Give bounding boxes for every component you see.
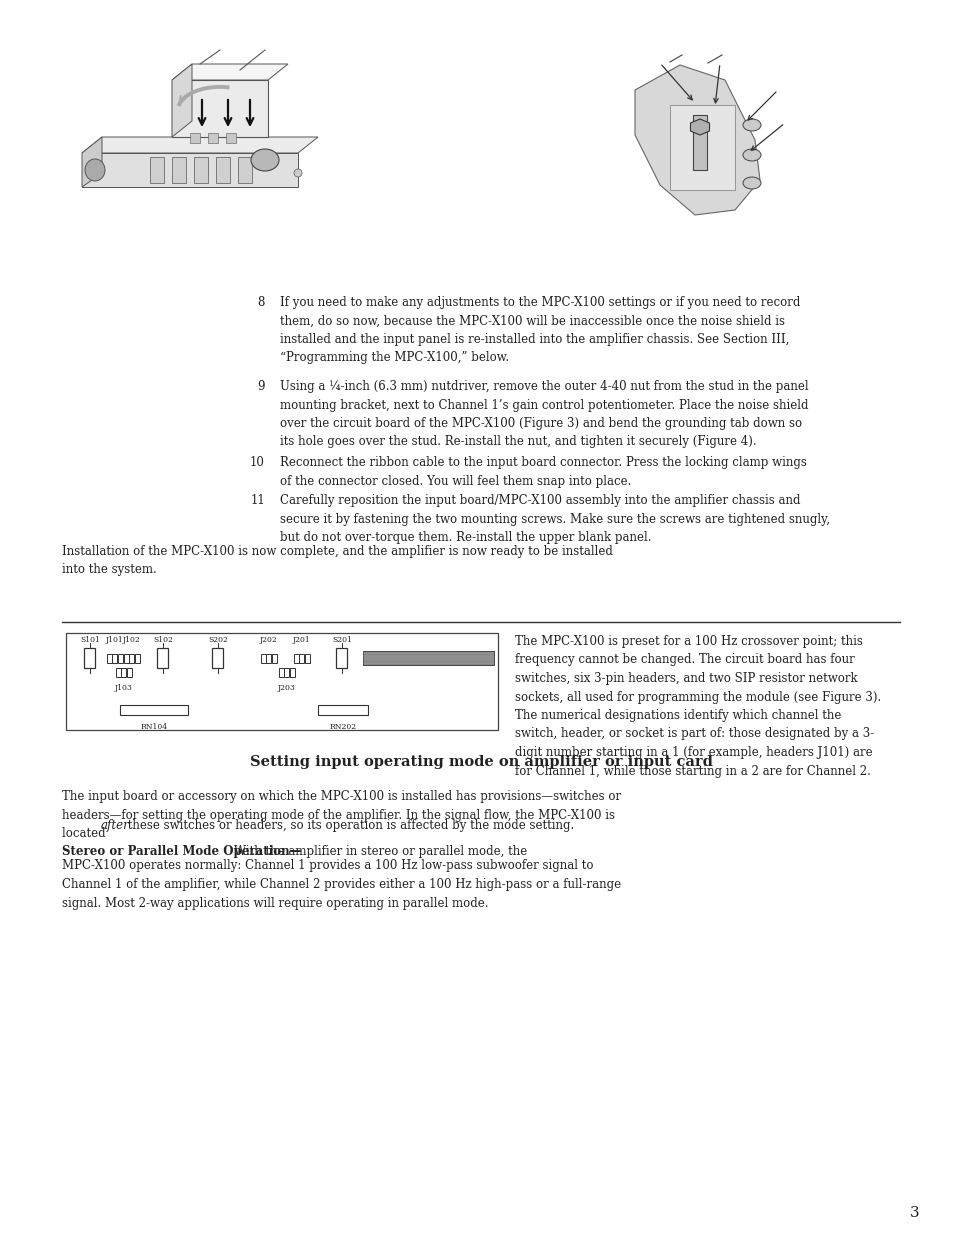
Text: S102: S102 xyxy=(152,636,172,643)
Bar xyxy=(121,667,127,677)
Polygon shape xyxy=(690,119,709,135)
Bar xyxy=(272,653,277,662)
Text: Setting input operating mode on amplifier or input card: Setting input operating mode on amplifie… xyxy=(250,755,712,769)
Bar xyxy=(363,651,494,664)
Polygon shape xyxy=(172,80,268,137)
Bar xyxy=(118,653,123,662)
Text: 3: 3 xyxy=(909,1207,919,1220)
Bar xyxy=(150,157,164,183)
Ellipse shape xyxy=(742,149,760,161)
Bar xyxy=(190,133,200,143)
Text: J103: J103 xyxy=(115,684,132,692)
Bar xyxy=(266,653,272,662)
Text: J102: J102 xyxy=(123,636,141,643)
Text: 8: 8 xyxy=(257,296,265,309)
Polygon shape xyxy=(82,137,102,186)
Ellipse shape xyxy=(85,159,105,182)
Text: With the amplifier in stereo or parallel mode, the: With the amplifier in stereo or parallel… xyxy=(233,845,526,858)
Text: J202: J202 xyxy=(260,636,277,643)
Text: Using a ¼-inch (6.3 mm) nutdriver, remove the outer 4-40 nut from the stud in th: Using a ¼-inch (6.3 mm) nutdriver, remov… xyxy=(280,380,808,448)
Text: If you need to make any adjustments to the MPC-X100 settings or if you need to r: If you need to make any adjustments to t… xyxy=(280,296,800,364)
Bar xyxy=(120,705,188,715)
Bar xyxy=(124,653,129,662)
Polygon shape xyxy=(82,137,317,153)
Text: J101: J101 xyxy=(106,636,124,643)
Bar xyxy=(215,157,230,183)
Bar xyxy=(115,667,121,677)
Text: S101: S101 xyxy=(80,636,100,643)
Bar xyxy=(157,648,169,668)
Ellipse shape xyxy=(742,177,760,189)
Text: 11: 11 xyxy=(250,494,265,508)
Text: The MPC-X100 is preset for a 100 Hz crossover point; this
frequency cannot be ch: The MPC-X100 is preset for a 100 Hz cros… xyxy=(515,635,881,778)
Bar xyxy=(278,667,283,677)
Bar xyxy=(284,667,289,677)
Text: Stereo or Parallel Mode Operation—: Stereo or Parallel Mode Operation— xyxy=(62,845,301,858)
Bar xyxy=(172,157,186,183)
Bar xyxy=(336,648,347,668)
Text: these switches or headers, so its operation is affected by the mode setting.: these switches or headers, so its operat… xyxy=(124,819,574,832)
Text: S202: S202 xyxy=(208,636,228,643)
Ellipse shape xyxy=(251,149,278,170)
Polygon shape xyxy=(172,64,192,137)
Text: MPC-X100 operates normally: Channel 1 provides a 100 Hz low-pass subwoofer signa: MPC-X100 operates normally: Channel 1 pr… xyxy=(62,860,620,909)
Bar xyxy=(135,653,140,662)
Text: Installation of the MPC-X100 is now complete, and the amplifier is now ready to : Installation of the MPC-X100 is now comp… xyxy=(62,545,612,577)
Polygon shape xyxy=(172,64,288,80)
Bar xyxy=(112,653,117,662)
Bar xyxy=(260,653,266,662)
Text: after: after xyxy=(100,819,129,832)
Ellipse shape xyxy=(294,169,302,177)
Bar xyxy=(237,157,252,183)
Bar xyxy=(130,653,134,662)
Bar xyxy=(299,653,304,662)
Bar xyxy=(66,634,497,730)
Bar xyxy=(107,653,112,662)
Bar xyxy=(305,653,310,662)
Text: 9: 9 xyxy=(257,380,265,393)
Text: J201: J201 xyxy=(293,636,311,643)
Bar xyxy=(317,705,368,715)
Bar xyxy=(127,667,132,677)
Text: RN202: RN202 xyxy=(329,722,356,731)
Bar xyxy=(290,667,295,677)
Text: S201: S201 xyxy=(332,636,352,643)
Bar xyxy=(226,133,235,143)
Bar xyxy=(208,133,218,143)
Bar xyxy=(692,115,706,170)
Text: RN104: RN104 xyxy=(140,722,168,731)
Text: Reconnect the ribbon cable to the input board connector. Press the locking clamp: Reconnect the ribbon cable to the input … xyxy=(280,456,806,488)
Text: The input board or accessory on which the MPC-X100 is installed has provisions—s: The input board or accessory on which th… xyxy=(62,790,620,840)
Ellipse shape xyxy=(742,119,760,131)
Polygon shape xyxy=(82,153,297,186)
Polygon shape xyxy=(669,105,734,190)
Text: Carefully reposition the input board/MPC-X100 assembly into the amplifier chassi: Carefully reposition the input board/MPC… xyxy=(280,494,829,543)
Bar xyxy=(294,653,298,662)
Bar xyxy=(213,648,223,668)
Text: J203: J203 xyxy=(277,684,295,692)
Text: 10: 10 xyxy=(250,456,265,469)
Polygon shape xyxy=(635,65,760,215)
Bar xyxy=(193,157,208,183)
Bar xyxy=(85,648,95,668)
